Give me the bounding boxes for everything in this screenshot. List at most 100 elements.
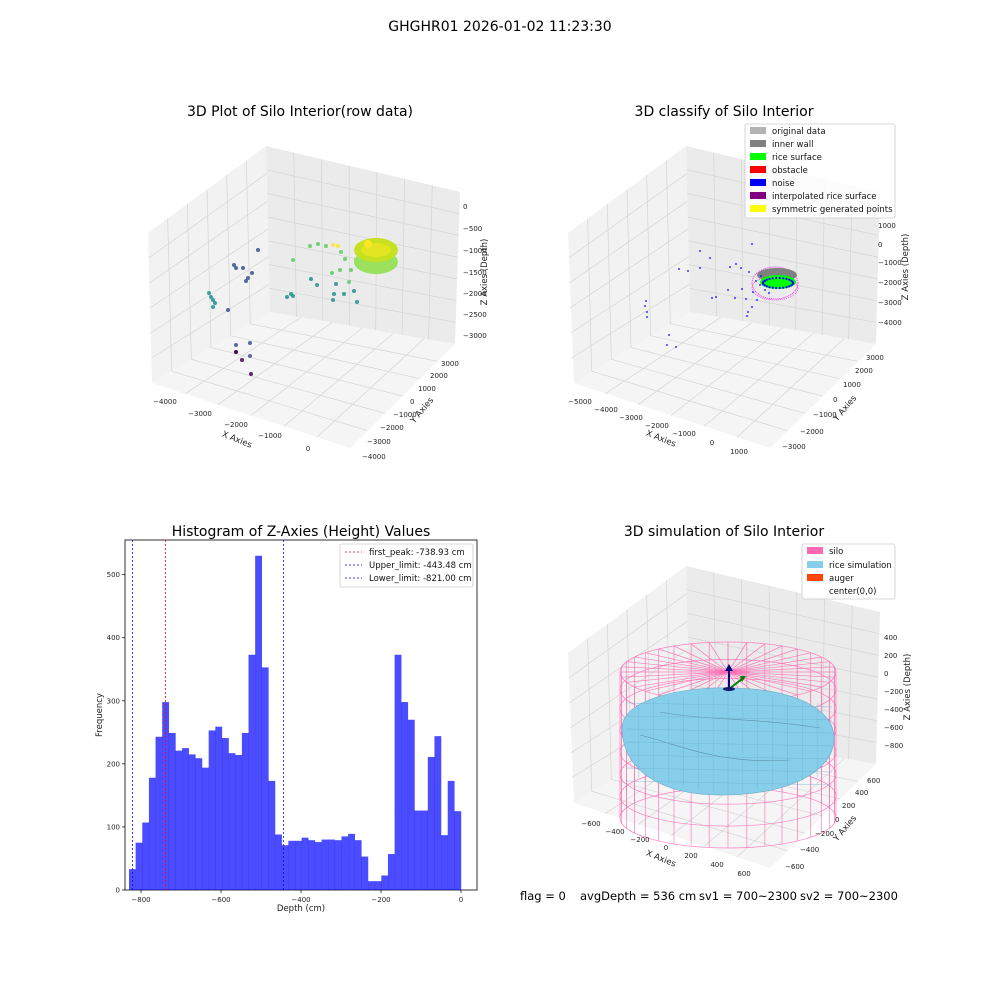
auger-y-arrowhead	[740, 676, 746, 682]
cls-x-tick: 0	[710, 439, 714, 447]
cls-noise-point	[752, 291, 754, 293]
histogram-bar	[334, 840, 342, 890]
histogram-bar	[321, 839, 329, 890]
histogram-bar	[447, 780, 455, 890]
silo-spoke	[727, 643, 766, 673]
cls-z-tick: 1000	[878, 222, 896, 230]
silo-spoke	[727, 642, 748, 673]
cls-noise-point	[741, 288, 743, 290]
cls-legend-label: interpolated rice surface	[772, 192, 877, 202]
cls-noise-point	[791, 280, 794, 283]
raw-data-point	[250, 271, 254, 275]
figure-footer: flag = 0 avgDepth = 536 cm sv1 = 700~230…	[520, 889, 898, 903]
raw-y-tick: 3000	[441, 360, 459, 368]
auger-base	[723, 687, 735, 691]
cls-y-tick: 1000	[843, 381, 861, 389]
cls-legend-label: original data	[772, 127, 826, 137]
sim-x-tick: 200	[684, 852, 697, 860]
gridline	[848, 605, 853, 760]
silo-spoke	[645, 671, 729, 692]
raw-data-point	[308, 244, 312, 248]
raw-3d-z-ticks: −3000 −2500 −2000 −1500 −1000 −500 0	[463, 203, 487, 340]
raw-z-tick: −2000	[463, 290, 487, 298]
cls-noise-point	[668, 334, 670, 336]
gridline	[151, 284, 270, 359]
sim-x-tick: 600	[737, 870, 750, 878]
cls-y-tick: 0	[833, 396, 837, 404]
classify-3d-zlabel: Z Axies (Depth)	[901, 234, 911, 301]
cls-z-tick: −3000	[878, 299, 902, 307]
raw-y-tick: 1000	[418, 385, 436, 393]
gridline	[571, 284, 690, 359]
raw-data-point	[324, 244, 328, 248]
silo-spoke	[727, 656, 822, 673]
rice-mesh-line	[625, 728, 833, 734]
raw-data-point	[364, 240, 372, 248]
cls-legend-swatch-original	[750, 127, 766, 134]
gridline	[713, 152, 717, 317]
raw-z-tick: −2500	[463, 311, 487, 319]
histogram-bar	[354, 840, 362, 890]
sim-legend-label: silo	[829, 547, 843, 557]
gridline	[687, 216, 878, 258]
histogram-bar	[281, 845, 289, 890]
histogram-x-tick-label: −800	[131, 896, 150, 904]
raw-data-point	[213, 301, 217, 305]
gridline	[736, 338, 845, 438]
gridline	[689, 287, 876, 323]
simulation-3d-z-ticks: −800 −600 −400 −200 0 200 400	[884, 634, 903, 750]
silo-spoke	[727, 671, 811, 692]
histogram-bar	[155, 736, 163, 890]
raw-data-point	[347, 280, 351, 284]
histogram-bar	[441, 835, 448, 890]
histogram-bar	[374, 881, 382, 890]
histogram-xlabel: Depth (cm)	[277, 904, 325, 914]
cls-z-tick: 0	[878, 241, 882, 249]
raw-x-tick: −4000	[153, 398, 177, 406]
classify-3d-legend: original data inner wall rice surface ob…	[744, 123, 896, 219]
raw-data-point	[334, 282, 338, 286]
histogram-bar	[129, 869, 136, 890]
histogram-x-tick-label: −400	[291, 896, 310, 904]
cls-noise-point	[790, 284, 793, 287]
sim-y-tick: −400	[800, 846, 819, 854]
cls-y-tick: −1000	[813, 411, 837, 419]
histogram-title: Histogram of Z-Axies (Height) Values	[172, 524, 431, 540]
raw-data-point	[291, 294, 295, 298]
rice-mesh-line	[625, 780, 833, 786]
gridline	[687, 613, 879, 656]
sim-legend-swatch-rice	[807, 561, 823, 568]
silo-spoke	[727, 645, 783, 673]
cls-x-tick: −5000	[568, 398, 592, 406]
silo-spoke	[727, 648, 798, 673]
raw-data-point	[352, 289, 356, 293]
histogram-bar	[401, 702, 409, 890]
raw-data-point	[241, 266, 245, 270]
histogram-bar	[215, 726, 223, 890]
gridline	[688, 660, 878, 700]
cls-legend-swatch-symmetric	[750, 205, 766, 212]
panel-histogram: Histogram of Z-Axies (Height) Values −80…	[95, 524, 478, 914]
sim-z-tick: 0	[884, 670, 888, 678]
raw-3d-points	[207, 238, 398, 376]
cls-noise-point	[748, 271, 750, 273]
histogram-bar	[188, 754, 196, 890]
raw-data-point	[342, 292, 346, 296]
raw-y-tick: 0	[410, 398, 414, 406]
rice-mesh-line	[625, 767, 833, 773]
cls-noise-point	[747, 311, 749, 313]
cls-noise-point	[759, 284, 761, 286]
cls-noise-point	[775, 286, 778, 290]
sim-x-tick: 400	[710, 861, 723, 869]
cls-x-tick: −1000	[672, 430, 696, 438]
raw-data-point	[291, 258, 295, 262]
sim-legend-swatch-silo	[807, 547, 823, 554]
raw-data-point	[315, 283, 319, 287]
cls-legend-label: rice surface	[772, 153, 822, 163]
raw-x-tick: −2000	[224, 421, 248, 429]
cls-noise-point	[771, 277, 774, 280]
sim-x-tick: −400	[605, 828, 624, 836]
cls-z-tick: −2000	[878, 279, 902, 287]
sim-legend-frame	[801, 543, 896, 600]
gridline	[688, 240, 878, 280]
